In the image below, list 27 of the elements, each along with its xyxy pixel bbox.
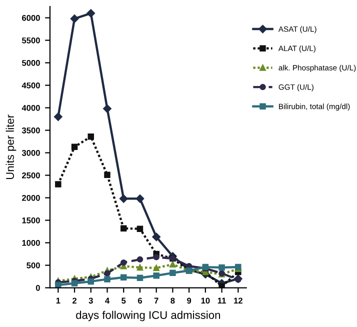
- x-tick-label: 10: [201, 298, 210, 304]
- y-tick-label: 5500: [22, 37, 40, 44]
- x-tick-label: 4: [105, 298, 110, 304]
- y-tick-label: 2500: [22, 172, 40, 178]
- y-tick-label: 1500: [22, 217, 40, 224]
- x-tick-label: 8: [170, 298, 175, 304]
- x-tick-label: 2: [72, 298, 77, 304]
- x-tick-label: 7: [154, 298, 158, 304]
- y-tick-label: 6000: [22, 14, 40, 21]
- y-tick-label: 500: [26, 262, 40, 268]
- x-tick-label: 5: [122, 298, 126, 304]
- y-tick-label: 5000: [22, 60, 40, 66]
- y-tick-label: 2000: [22, 194, 40, 201]
- x-tick-label: 12: [234, 298, 242, 304]
- y-tick-label: 3000: [22, 150, 40, 156]
- x-tick-label: 11: [218, 298, 226, 304]
- y-axis-title: Units per liter: [6, 114, 16, 180]
- x-tick-label: 9: [187, 298, 192, 304]
- y-tick-label: 0: [36, 284, 40, 291]
- y-tick-label: 4500: [22, 82, 40, 88]
- x-tick-label: 1: [56, 298, 60, 304]
- y-tick-label: 3500: [22, 127, 40, 134]
- x-axis-title: days following ICU admission: [76, 310, 220, 322]
- x-tick-label: 3: [88, 298, 93, 304]
- x-tick-label: 6: [138, 298, 142, 304]
- y-tick-label: 4000: [22, 104, 40, 111]
- y-tick-label: 1000: [22, 240, 40, 246]
